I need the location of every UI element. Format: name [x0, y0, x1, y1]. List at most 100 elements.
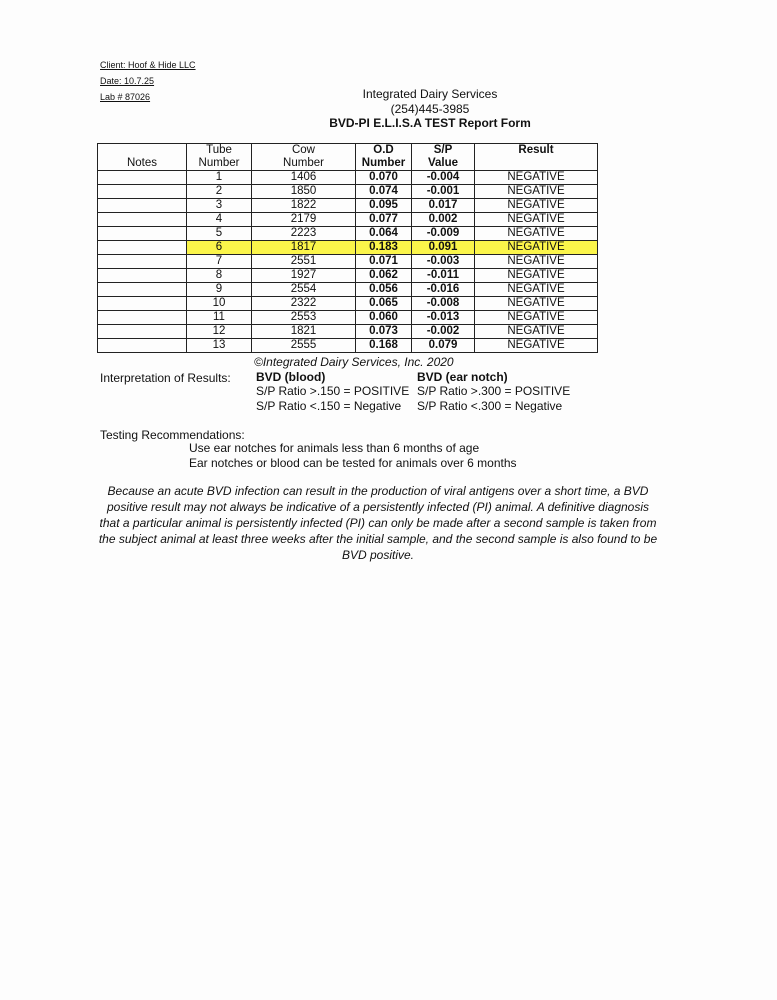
cell-tube: 8 [186, 268, 252, 283]
cell-notes [97, 240, 187, 255]
cell-result: NEGATIVE [474, 324, 598, 339]
cell-cow: 1850 [251, 184, 356, 199]
cell-od: 0.074 [355, 184, 412, 199]
blood-positive: S/P Ratio >.150 = POSITIVE [256, 384, 410, 398]
cell-cow: 2551 [251, 254, 356, 269]
disclaimer: Because an acute BVD infection can resul… [98, 484, 658, 562]
recommendation-1: Use ear notches for animals less than 6 … [189, 441, 480, 455]
cell-notes [97, 296, 187, 311]
cell-od: 0.095 [355, 198, 412, 213]
cell-result: NEGATIVE [474, 268, 598, 283]
cell-notes [97, 268, 187, 283]
cell-cow: 2223 [251, 226, 356, 241]
cell-cow: 1822 [251, 198, 356, 213]
ear-negative: S/P Ratio <.300 = Negative [417, 399, 563, 413]
cell-cow: 2554 [251, 282, 356, 297]
table-row: 9 2554 0.056 -0.016 NEGATIVE [97, 282, 598, 297]
cell-od: 0.065 [355, 296, 412, 311]
cell-tube: 5 [186, 226, 252, 241]
cell-od: 0.056 [355, 282, 412, 297]
table-row: 4 2179 0.077 0.002 NEGATIVE [97, 212, 598, 227]
cell-sp: -0.002 [411, 324, 475, 339]
results-table: Notes Tube Number Cow Number O.D Number … [97, 143, 598, 353]
cell-result: NEGATIVE [474, 254, 598, 269]
cell-sp: -0.011 [411, 268, 475, 283]
cell-cow: 1927 [251, 268, 356, 283]
cell-cow: 2553 [251, 310, 356, 325]
cell-notes [97, 324, 187, 339]
cell-cow: 2322 [251, 296, 356, 311]
cell-tube: 9 [186, 282, 252, 297]
col-result: Result [474, 143, 598, 171]
table-row: 7 2551 0.071 -0.003 NEGATIVE [97, 254, 598, 269]
cell-od: 0.183 [355, 240, 412, 255]
form-title: BVD-PI E.L.I.S.A TEST Report Form [329, 116, 531, 130]
cell-od: 0.073 [355, 324, 412, 339]
table-row: 10 2322 0.065 -0.008 NEGATIVE [97, 296, 598, 311]
cell-sp: -0.013 [411, 310, 475, 325]
cell-result: NEGATIVE [474, 198, 598, 213]
cell-cow: 2179 [251, 212, 356, 227]
cell-tube: 13 [186, 338, 252, 353]
table-row: 1 1406 0.070 -0.004 NEGATIVE [97, 170, 598, 185]
company-phone: (254)445-3985 [390, 102, 470, 116]
cell-notes [97, 184, 187, 199]
cell-cow: 2555 [251, 338, 356, 353]
col-tube: Tube Number [186, 143, 252, 171]
table-header: Notes Tube Number Cow Number O.D Number … [97, 143, 598, 171]
cell-sp: -0.016 [411, 282, 475, 297]
ear-positive: S/P Ratio >.300 = POSITIVE [417, 384, 571, 398]
table-row: 8 1927 0.062 -0.011 NEGATIVE [97, 268, 598, 283]
table-row: 2 1850 0.074 -0.001 NEGATIVE [97, 184, 598, 199]
cell-tube: 12 [186, 324, 252, 339]
col-label: Notes [126, 157, 158, 169]
cell-result: NEGATIVE [474, 338, 598, 353]
cell-notes [97, 198, 187, 213]
report-date: Date: 10.7.25 [100, 76, 155, 86]
cell-notes [97, 226, 187, 241]
cell-result: NEGATIVE [474, 240, 598, 255]
cell-result: NEGATIVE [474, 310, 598, 325]
cell-od: 0.060 [355, 310, 412, 325]
cell-tube: 6 [186, 240, 252, 255]
lab-number: Lab # 87026 [100, 92, 151, 102]
cell-od: 0.070 [355, 170, 412, 185]
cell-result: NEGATIVE [474, 282, 598, 297]
cell-notes [97, 212, 187, 227]
company-name: Integrated Dairy Services [362, 87, 498, 101]
cell-sp: 0.017 [411, 198, 475, 213]
copyright: ©Integrated Dairy Services, Inc. 2020 [254, 355, 454, 369]
cell-od: 0.077 [355, 212, 412, 227]
col-sp: S/P Value [411, 143, 475, 171]
table-row: 13 2555 0.168 0.079 NEGATIVE [97, 338, 598, 353]
cell-sp: 0.091 [411, 240, 475, 255]
cell-result: NEGATIVE [474, 212, 598, 227]
cell-sp: -0.009 [411, 226, 475, 241]
cell-tube: 4 [186, 212, 252, 227]
cell-cow: 1821 [251, 324, 356, 339]
cell-tube: 10 [186, 296, 252, 311]
cell-result: NEGATIVE [474, 184, 598, 199]
cell-notes [97, 170, 187, 185]
cell-notes [97, 254, 187, 269]
table-row: 12 1821 0.073 -0.002 NEGATIVE [97, 324, 598, 339]
cell-tube: 11 [186, 310, 252, 325]
cell-od: 0.071 [355, 254, 412, 269]
blood-negative: S/P Ratio <.150 = Negative [256, 399, 402, 413]
table-row: 6 1817 0.183 0.091 NEGATIVE [97, 240, 598, 255]
ear-title: BVD (ear notch) [417, 370, 508, 384]
client-name: Client: Hoof & Hide LLC [100, 60, 196, 70]
col-od: O.D Number [355, 143, 412, 171]
cell-cow: 1817 [251, 240, 356, 255]
cell-tube: 7 [186, 254, 252, 269]
cell-notes [97, 282, 187, 297]
cell-tube: 3 [186, 198, 252, 213]
interpretation-label: Interpretation of Results: [100, 371, 231, 385]
recommendations-label: Testing Recommendations: [100, 428, 245, 442]
cell-result: NEGATIVE [474, 170, 598, 185]
cell-od: 0.062 [355, 268, 412, 283]
cell-notes [97, 338, 187, 353]
col-notes: Notes [97, 143, 187, 171]
cell-notes [97, 310, 187, 325]
